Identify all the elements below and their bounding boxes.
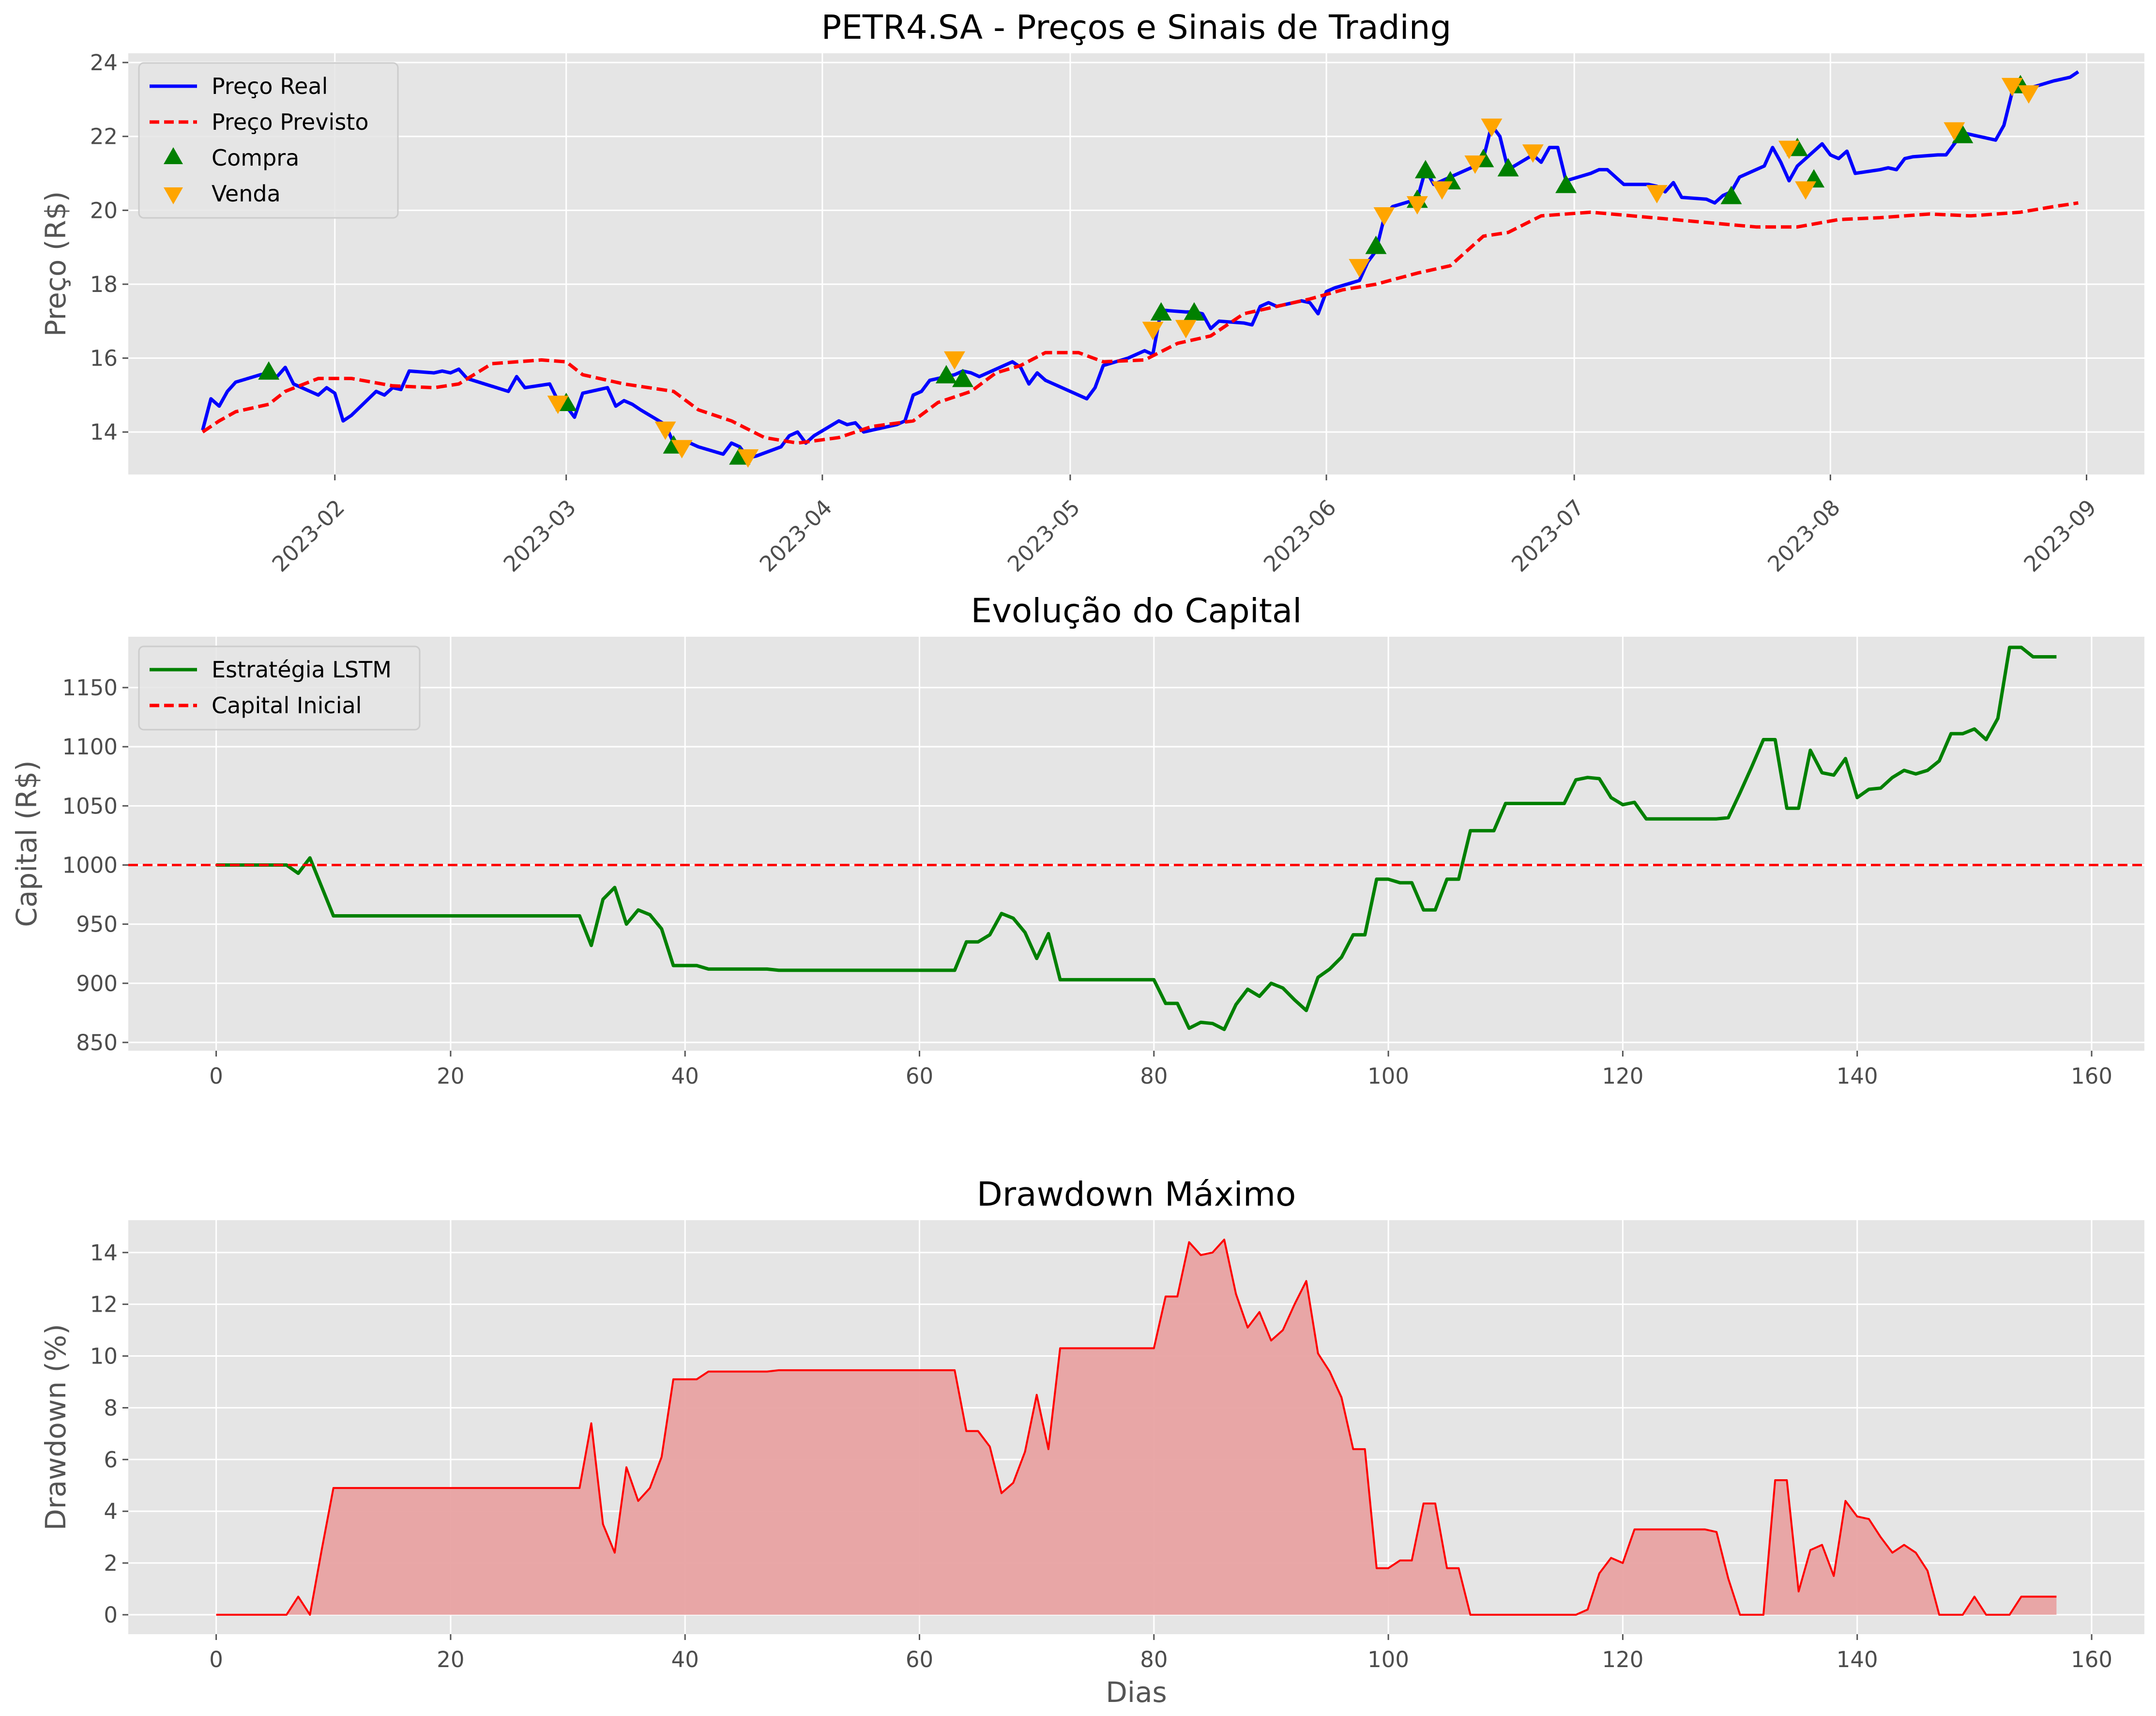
x-tick-label: 40 [671, 1647, 699, 1672]
x-tick-label: 20 [437, 1063, 464, 1089]
sell-marker [1406, 196, 1428, 215]
legend-label: Venda [212, 181, 281, 207]
chart-title: Drawdown Máximo [977, 1175, 1296, 1214]
y-tick-label: 2 [104, 1550, 118, 1576]
sell-marker [654, 421, 676, 440]
buy-marker [1365, 235, 1387, 254]
legend-label: Estratégia LSTM [212, 657, 392, 683]
chart-title: Evolução do Capital [971, 592, 1302, 630]
sell-marker [1142, 322, 1164, 340]
sell-marker [1431, 181, 1453, 200]
y-tick-label: 1150 [62, 675, 118, 701]
x-tick-label: 60 [906, 1063, 933, 1089]
x-tick-label: 40 [671, 1063, 699, 1089]
legend-box [138, 62, 399, 219]
y-tick-label: 4 [104, 1499, 118, 1524]
buy-marker [258, 361, 280, 380]
sell-marker [1778, 140, 1800, 159]
sell-marker [2018, 85, 2040, 104]
y-tick-label: 950 [76, 912, 118, 937]
buy-marker [935, 365, 957, 383]
x-tick-label: 120 [1602, 1063, 1643, 1089]
legend-label: Preço Previsto [212, 109, 368, 135]
x-tick-label: 20 [437, 1647, 464, 1672]
x-tick-label: 140 [1837, 1647, 1878, 1672]
sell-marker [2001, 77, 2023, 96]
sell-marker [943, 351, 965, 370]
y-tick-label: 1050 [62, 793, 118, 819]
y-tick-label: 1000 [62, 852, 118, 878]
buy-marker [1150, 302, 1172, 321]
plot-area [128, 53, 2144, 475]
sell-marker [737, 449, 759, 468]
y-tick-label: 20 [90, 198, 118, 223]
legend-swatch [164, 187, 183, 204]
y-tick-label: 900 [76, 971, 118, 996]
drawdown-area [216, 1240, 2057, 1615]
y-tick-label: 6 [104, 1447, 118, 1472]
legend-swatch [164, 147, 183, 164]
plot-area [128, 637, 2144, 1051]
buy-marker [1414, 160, 1436, 179]
x-tick-label: 60 [906, 1647, 933, 1672]
y-tick-label: 18 [90, 272, 118, 297]
series-line-secondary [201, 201, 2079, 445]
buy-marker [1555, 174, 1577, 193]
buy-marker [1183, 302, 1205, 321]
x-tick-label: 140 [1837, 1063, 1878, 1089]
chart-title: PETR4.SA - Preços e Sinais de Trading [821, 8, 1452, 47]
x-tick-label: 0 [209, 1647, 223, 1672]
buy-marker [1497, 158, 1519, 177]
x-tick-label: 100 [1367, 1647, 1409, 1672]
x-axis-label: Dias [1106, 1676, 1167, 1709]
y-tick-label: 14 [90, 419, 118, 445]
legend-box [138, 645, 421, 731]
buy-marker [1952, 124, 1974, 143]
sell-marker [1349, 259, 1370, 277]
y-tick-label: 14 [90, 1240, 118, 1266]
x-tick-label: 80 [1140, 1647, 1168, 1672]
sell-marker [1481, 118, 1503, 137]
x-tick-label: 100 [1367, 1063, 1409, 1089]
y-tick-label: 0 [104, 1602, 118, 1628]
sell-marker [671, 440, 693, 459]
y-axis-label: Drawdown (%) [39, 1324, 72, 1531]
x-tick-label: 80 [1140, 1063, 1168, 1089]
sell-marker [1464, 155, 1486, 174]
legend-label: Preço Real [212, 73, 328, 99]
y-tick-label: 8 [104, 1395, 118, 1421]
y-tick-label: 850 [76, 1030, 118, 1056]
buy-marker [1720, 185, 1742, 204]
legend-label: Capital Inicial [212, 692, 362, 719]
y-axis-label: Capital (R$) [10, 760, 43, 927]
x-tick-label: 160 [2071, 1063, 2112, 1089]
sell-marker [1943, 122, 1965, 141]
y-tick-label: 24 [90, 50, 118, 76]
x-tick-label: 120 [1602, 1647, 1643, 1672]
legend-label: Compra [212, 145, 299, 171]
series-line-primary [216, 645, 2057, 1031]
capital-chart: 850 900 950 1000 1050 1100 1150 0 20 40 60 80 100 120… [10, 592, 2144, 1089]
x-tick-label: 160 [2071, 1647, 2112, 1672]
x-tick-label: 0 [209, 1063, 223, 1089]
y-tick-label: 12 [90, 1292, 118, 1318]
y-tick-label: 16 [90, 346, 118, 371]
sell-marker [1522, 144, 1544, 163]
sell-marker [1175, 320, 1197, 338]
y-tick-label: 22 [90, 124, 118, 150]
drawdown-line [216, 1239, 2057, 1616]
sell-marker [1646, 185, 1668, 204]
y-axis-label: Preço (R$) [39, 191, 72, 337]
buy-marker [952, 368, 974, 387]
y-tick-label: 1100 [62, 734, 118, 760]
sell-marker [1795, 181, 1817, 200]
sell-marker [547, 396, 569, 414]
sell-marker [1373, 207, 1395, 226]
y-tick-label: 10 [90, 1344, 118, 1369]
